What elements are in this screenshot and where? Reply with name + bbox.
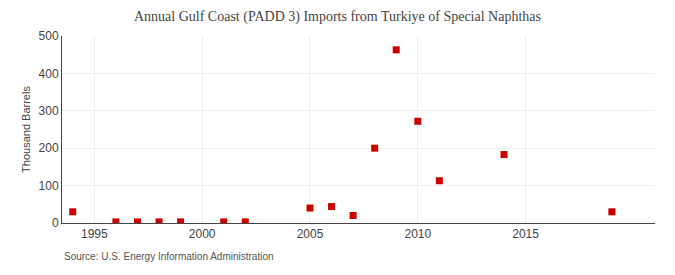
svg-text:200: 200	[39, 141, 59, 155]
svg-text:Thousand Barrels: Thousand Barrels	[20, 86, 32, 173]
svg-text:0: 0	[52, 216, 59, 230]
svg-text:2005: 2005	[297, 227, 324, 241]
svg-text:2015: 2015	[512, 227, 539, 241]
svg-text:1995: 1995	[81, 227, 108, 241]
svg-text:2010: 2010	[404, 227, 431, 241]
svg-text:400: 400	[39, 67, 59, 81]
svg-text:300: 300	[39, 104, 59, 118]
svg-text:500: 500	[39, 29, 59, 43]
svg-text:Source: U.S. Energy Informatio: Source: U.S. Energy Information Administ…	[64, 251, 274, 262]
svg-text:Annual Gulf Coast (PADD 3) Imp: Annual Gulf Coast (PADD 3) Imports from …	[134, 9, 541, 25]
svg-text:100: 100	[39, 179, 59, 193]
svg-text:2000: 2000	[189, 227, 216, 241]
